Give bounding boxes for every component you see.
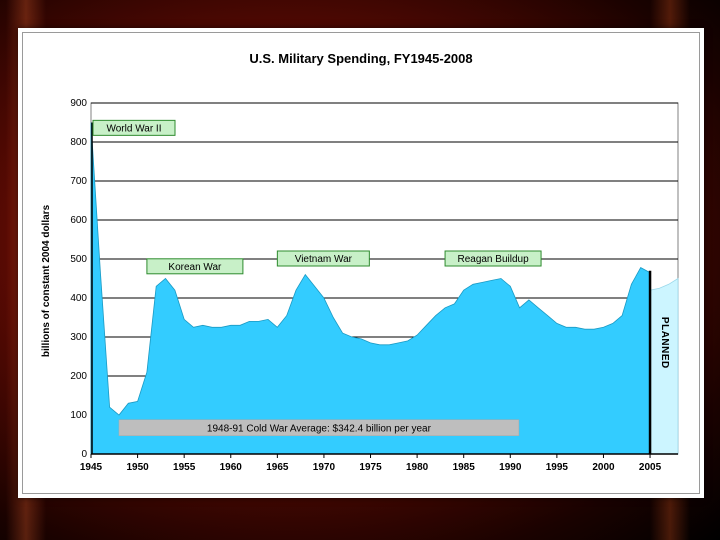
x-tick-label: 1960 (220, 462, 243, 473)
event-label-text: Reagan Buildup (457, 254, 529, 265)
x-tick-label: 2000 (592, 462, 615, 473)
y-tick-label: 500 (70, 254, 87, 265)
y-tick-label: 900 (70, 98, 87, 109)
y-tick-label: 600 (70, 215, 87, 226)
y-tick-label: 0 (81, 449, 87, 460)
chart-title: U.S. Military Spending, FY1945-2008 (249, 51, 472, 66)
event-label-box (276, 250, 370, 267)
axis-layer: 0 100 200 300 400 500 600 700 800 900 1945 1950 1955… (70, 98, 678, 473)
x-tick-label: 2005 (639, 462, 662, 473)
x-tick-label: 1985 (453, 462, 476, 473)
event-label-box (92, 119, 176, 136)
x-tick-label: 1980 (406, 462, 429, 473)
event-label-box (444, 250, 542, 267)
slide-frame: U.S. Military Spending, FY1945-2008 bill… (18, 28, 704, 498)
y-tick-label: 300 (70, 332, 87, 343)
x-tick-label: 1970 (313, 462, 336, 473)
event-label-text: World War II (106, 123, 161, 134)
x-tick-label: 1975 (359, 462, 382, 473)
y-tick-label: 100 (70, 410, 87, 421)
area-layer (90, 122, 679, 455)
y-axis-label: billions of constant 2004 dollars (41, 204, 52, 357)
chart-panel: U.S. Military Spending, FY1945-2008 bill… (22, 32, 700, 494)
y-tick-label: 700 (70, 176, 87, 187)
x-tick-label: 1955 (173, 462, 196, 473)
x-tick-label: 1990 (499, 462, 522, 473)
x-tick-label: 1950 (126, 462, 149, 473)
cold-war-average-bar (118, 419, 520, 436)
x-tick-label: 1945 (80, 462, 103, 473)
planned-label: PLANNED (659, 317, 670, 369)
event-label-text: Vietnam War (295, 254, 353, 265)
x-tick-label: 1965 (266, 462, 289, 473)
event-label-text: Korean War (168, 262, 222, 273)
area-series-actual (90, 122, 651, 455)
cold-war-average-text: 1948-91 Cold War Average: $342.4 billion… (207, 424, 432, 435)
x-tick-label: 1995 (546, 462, 569, 473)
annotation-layer: World War II Korean War Vietnam War Reagan … (92, 119, 670, 436)
y-tick-label: 200 (70, 371, 87, 382)
y-tick-label: 400 (70, 293, 87, 304)
event-label-box (146, 258, 244, 275)
y-tick-label: 800 (70, 137, 87, 148)
chart-canvas: U.S. Military Spending, FY1945-2008 bill… (41, 51, 679, 473)
